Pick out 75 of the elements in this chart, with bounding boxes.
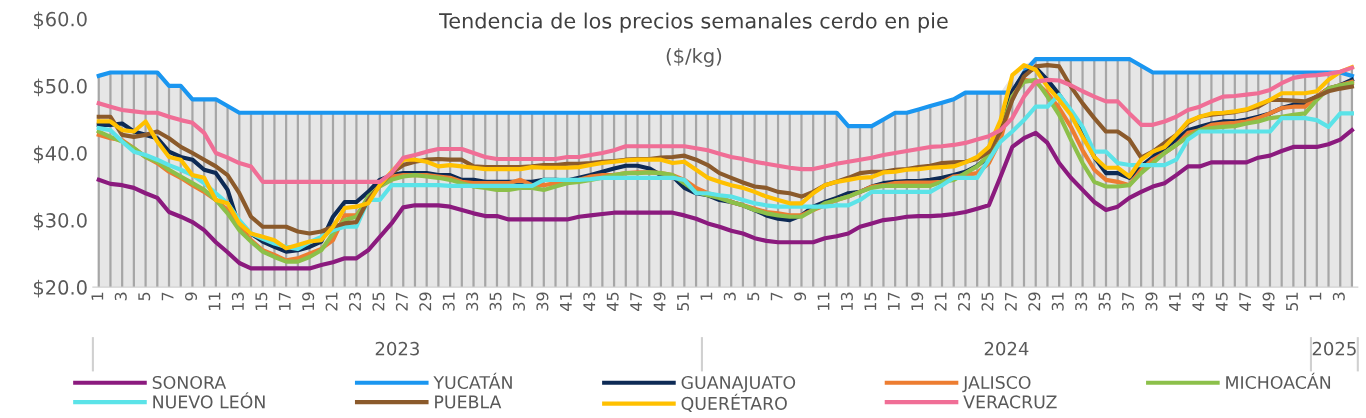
y-tick-label: $50.0 bbox=[33, 78, 87, 97]
legend-label: JALISCO bbox=[962, 375, 1031, 393]
x-tick-label: 13 bbox=[840, 292, 853, 310]
x-tick-label: 35 bbox=[1098, 292, 1111, 311]
x-tick-label: 3 bbox=[114, 292, 127, 301]
legend-label: QUERÉTARO bbox=[681, 393, 787, 412]
legend-label: SONORA bbox=[152, 375, 227, 390]
x-tick-label: 31 bbox=[442, 292, 455, 311]
x-tick-label: 47 bbox=[630, 292, 642, 311]
x-tick-label: 45 bbox=[1215, 292, 1228, 311]
x-tick-label: 29 bbox=[419, 292, 432, 311]
x-tick-label: 27 bbox=[1004, 292, 1017, 311]
y-tick-label: $20.0 bbox=[33, 279, 87, 298]
x-tick-label: 31 bbox=[1051, 292, 1064, 311]
x-tick-label: 23 bbox=[958, 292, 971, 311]
text: 2023 bbox=[375, 341, 419, 356]
x-tick-label: 1 bbox=[91, 292, 104, 300]
line-series bbox=[96, 128, 1355, 271]
x-tick-label: 15 bbox=[864, 292, 877, 310]
x-tick-label: 45 bbox=[606, 292, 619, 311]
x-tick-label: 35 bbox=[489, 292, 502, 311]
x-tick-label: 17 bbox=[278, 292, 291, 310]
x-tick-label: 39 bbox=[1145, 292, 1158, 311]
x-tick-label: 7 bbox=[770, 292, 783, 301]
x-tick-label: 41 bbox=[559, 292, 572, 311]
x-tick-label: 21 bbox=[934, 292, 947, 311]
x-tick-label: 17 bbox=[887, 292, 900, 310]
x-tick-label: 37 bbox=[512, 292, 526, 311]
legend-label: VERACRUZ bbox=[963, 395, 1057, 409]
x-tick-label: 33 bbox=[1075, 292, 1088, 311]
x-tick-label: 5 bbox=[138, 292, 151, 301]
text: 2024 bbox=[984, 341, 1029, 356]
x-tick-label: 11 bbox=[817, 292, 830, 310]
x-tick-label: 29 bbox=[1028, 292, 1041, 311]
y-tick-label: $30.0 bbox=[33, 212, 87, 231]
x-tick-label: 49 bbox=[653, 292, 666, 311]
text: ($/kg) bbox=[666, 48, 722, 67]
x-tick-label: 3 bbox=[1332, 292, 1345, 301]
x-tick-label: 23 bbox=[348, 292, 362, 311]
x-tick-label: 15 bbox=[255, 292, 268, 310]
text: 2025 bbox=[1312, 341, 1356, 356]
legend-label: NUEVO LEÓN bbox=[153, 392, 265, 409]
chart-title: Tendencia de los precios semanales cerdo en pie bbox=[439, 12, 948, 33]
x-tick-label: 13 bbox=[231, 292, 244, 310]
x-tick-label: 9 bbox=[184, 292, 198, 301]
x-tick-label: 27 bbox=[395, 292, 408, 311]
x-tick-label: 47 bbox=[1239, 292, 1251, 311]
x-tick-label: 43 bbox=[583, 292, 596, 311]
legend-label: YUCATÁN bbox=[433, 372, 512, 390]
x-tick-label: 25 bbox=[981, 292, 994, 311]
legend-label: GUANAJUATO bbox=[681, 375, 796, 393]
x-tick-label: 3 bbox=[723, 292, 736, 301]
x-tick-label: 1 bbox=[1309, 292, 1322, 300]
x-tick-label: 49 bbox=[1262, 292, 1275, 311]
x-tick-label: 41 bbox=[1169, 292, 1181, 311]
x-tick-label: 37 bbox=[1121, 292, 1135, 311]
x-tick-label: 33 bbox=[466, 292, 479, 311]
y-tick-label: $60.0 bbox=[33, 11, 87, 30]
x-tick-label: 39 bbox=[536, 292, 549, 311]
x-tick-label: 25 bbox=[372, 292, 385, 311]
x-tick-label: 1 bbox=[700, 292, 713, 300]
x-tick-label: 9 bbox=[794, 292, 807, 301]
legend-label: PUEBLA bbox=[435, 395, 502, 409]
x-tick-label: 43 bbox=[1192, 292, 1205, 311]
x-tick-label: 11 bbox=[208, 292, 221, 310]
x-tick-label: 19 bbox=[302, 292, 315, 310]
x-tick-label: 51 bbox=[1286, 292, 1299, 311]
x-tick-label: 51 bbox=[677, 292, 689, 311]
y-tick-label: $40.0 bbox=[33, 145, 87, 164]
line-series bbox=[96, 65, 1355, 184]
x-tick-label: 7 bbox=[161, 292, 174, 301]
legend-label: MICHOACÁN bbox=[1226, 372, 1331, 390]
x-tick-label: 21 bbox=[325, 292, 338, 311]
x-tick-label: 5 bbox=[747, 292, 760, 301]
x-tick-label: 19 bbox=[911, 292, 924, 310]
